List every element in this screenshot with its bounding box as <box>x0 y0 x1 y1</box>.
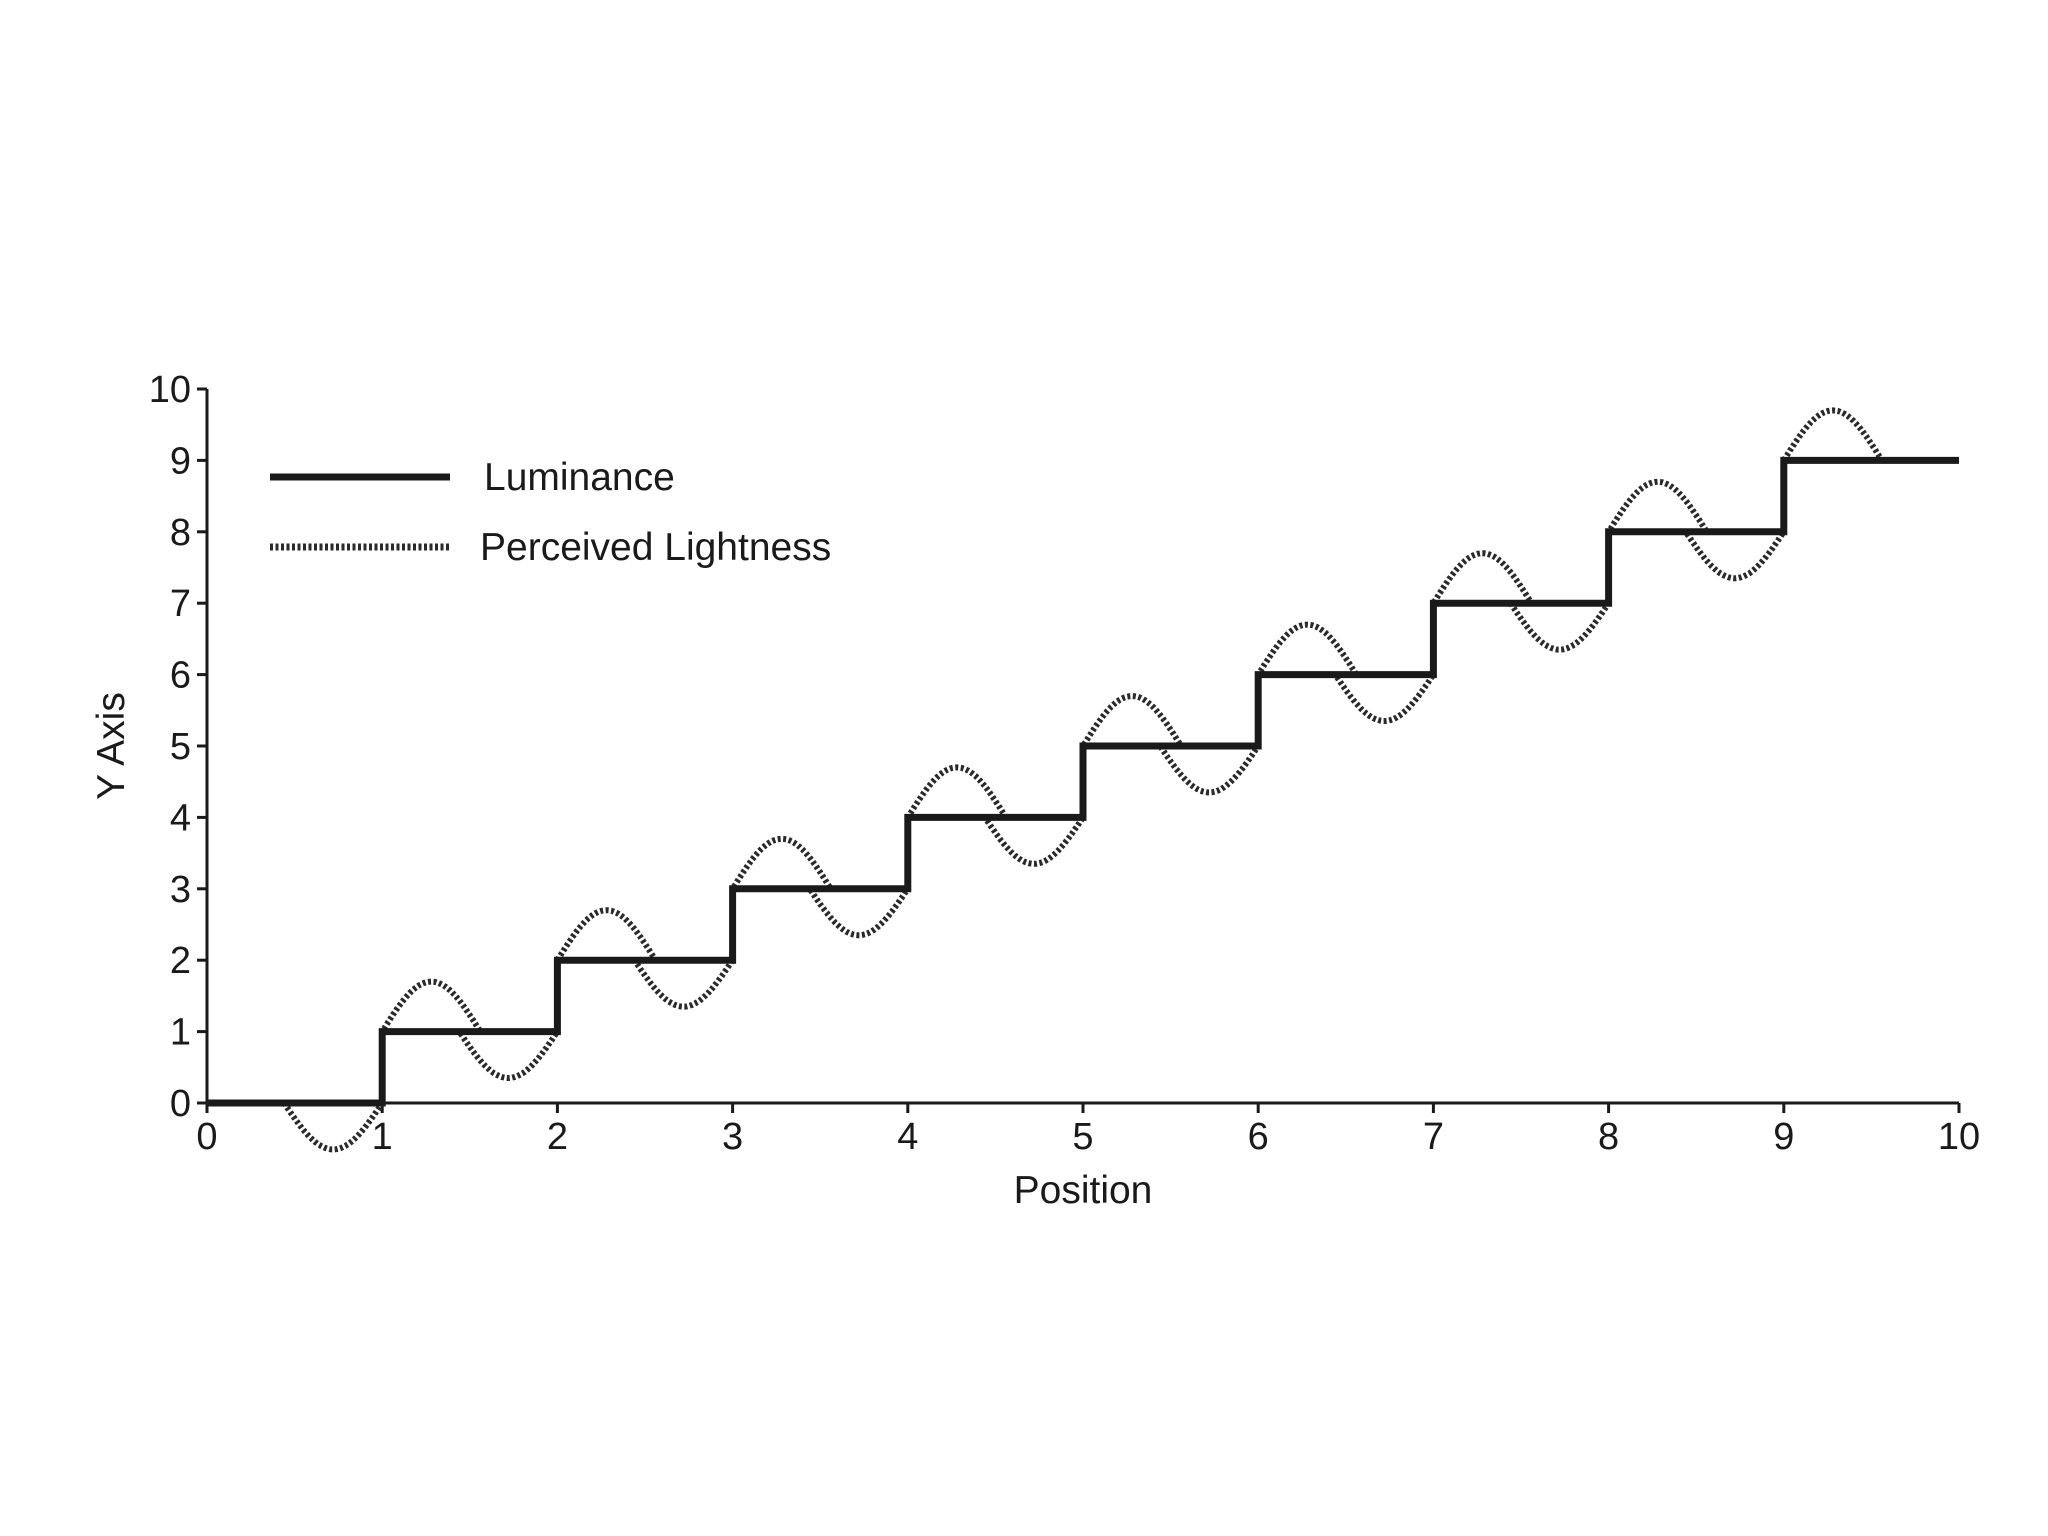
x-tick-label: 0 <box>196 1116 217 1158</box>
y-axis-title: Y Axis <box>90 692 133 800</box>
axes: 0 1 2 3 4 5 6 7 8 9 10 0 1 2 3 4 5 6 7 8 9 10 <box>149 369 1980 1158</box>
x-tick-label: 8 <box>1598 1116 1619 1158</box>
legend-label-perceived-lightness: Perceived Lightness <box>480 526 831 569</box>
y-tick-label: 8 <box>170 512 191 554</box>
y-ticks: 0 1 2 3 4 5 6 7 8 9 10 <box>149 369 207 1125</box>
legend: Luminance Perceived Lightness <box>270 456 831 569</box>
y-tick-label: 7 <box>170 583 191 625</box>
x-tick-label: 4 <box>897 1116 918 1158</box>
x-tick-label: 1 <box>372 1116 393 1158</box>
legend-label-luminance: Luminance <box>484 456 675 499</box>
x-tick-label: 5 <box>1072 1116 1093 1158</box>
x-tick-label: 9 <box>1773 1116 1794 1158</box>
x-ticks: 0 1 2 3 4 5 6 7 8 9 10 <box>196 1103 1980 1158</box>
x-tick-label: 3 <box>722 1116 743 1158</box>
x-tick-label: 10 <box>1938 1116 1980 1158</box>
y-tick-label: 9 <box>170 440 191 482</box>
series-luminance-line <box>207 456 1959 1107</box>
x-tick-label: 7 <box>1423 1116 1444 1158</box>
x-tick-label: 2 <box>547 1116 568 1158</box>
y-tick-label: 4 <box>170 797 191 839</box>
y-tick-label: 3 <box>170 869 191 911</box>
x-axis-title: Position <box>1014 1169 1153 1212</box>
y-tick-label: 10 <box>149 369 191 411</box>
x-tick-label: 6 <box>1248 1116 1269 1158</box>
y-tick-label: 6 <box>170 655 191 697</box>
y-tick-label: 2 <box>170 940 191 982</box>
y-tick-label: 5 <box>170 726 191 768</box>
y-tick-label: 1 <box>170 1012 191 1054</box>
plot-series <box>207 407 1959 1153</box>
y-tick-label: 0 <box>170 1083 191 1125</box>
